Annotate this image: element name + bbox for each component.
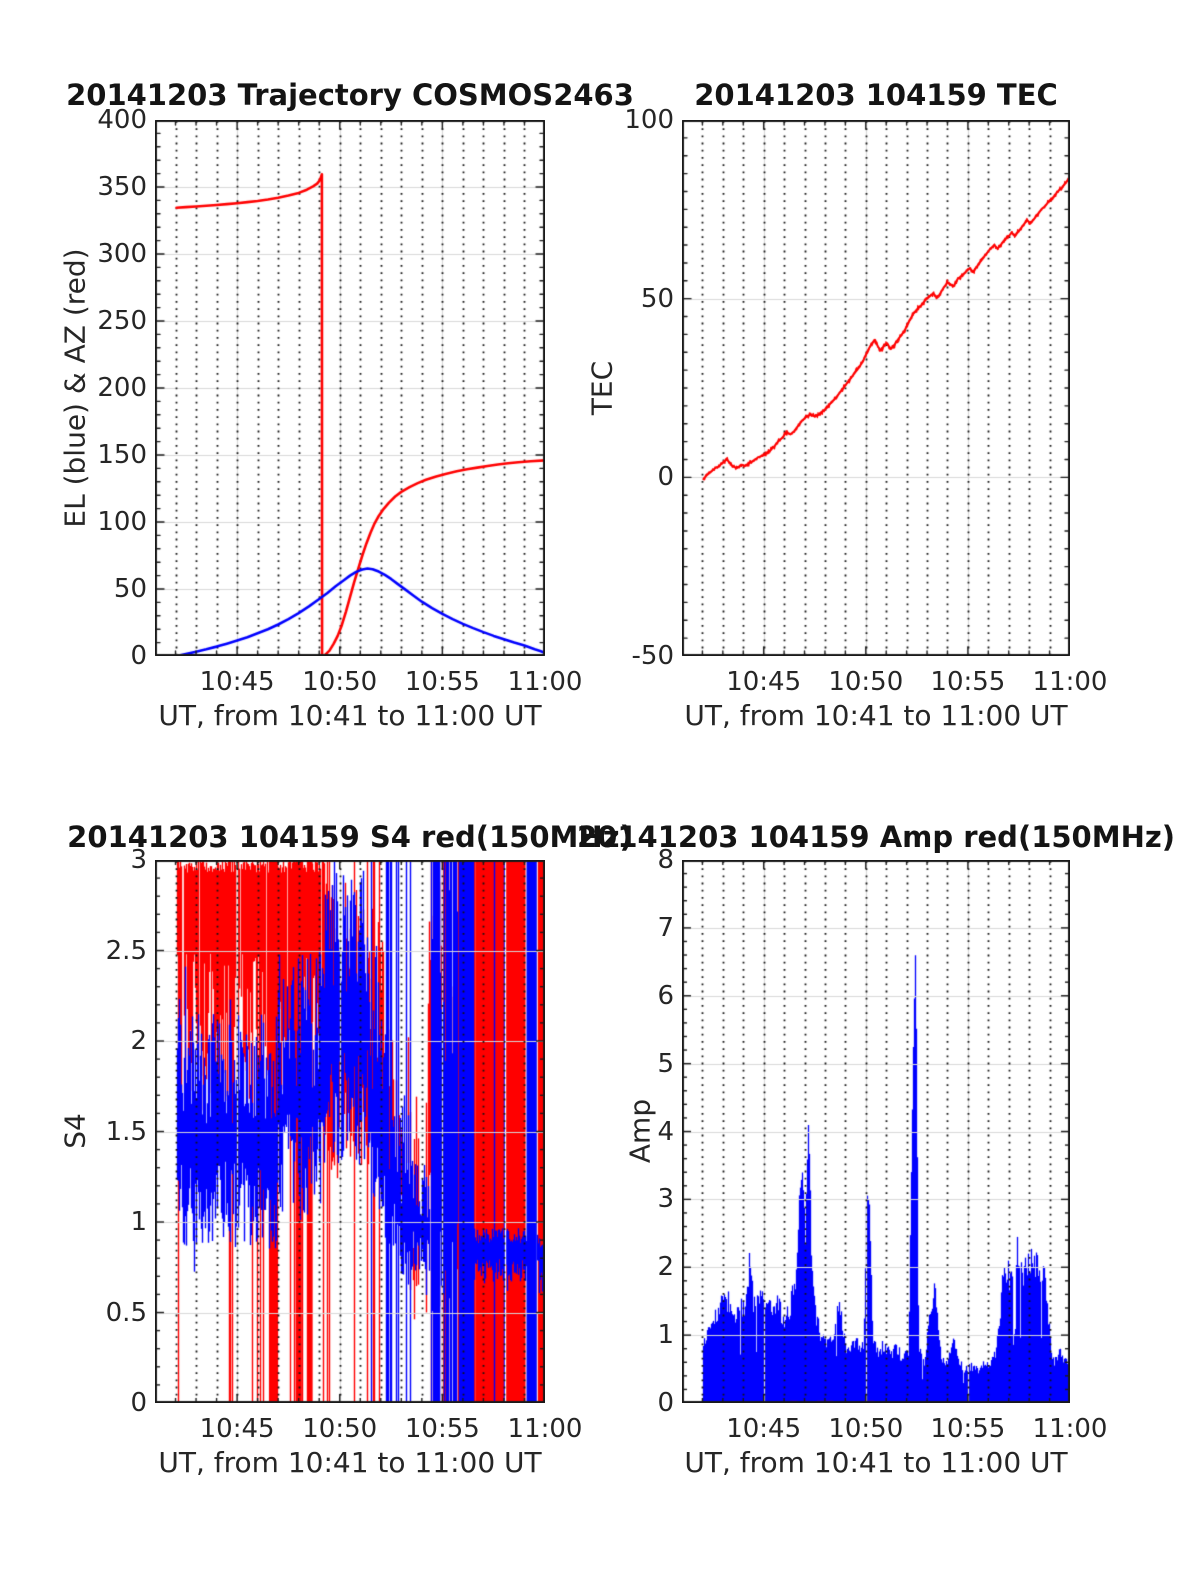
x-tick-label-traj: 10:55 bbox=[404, 667, 480, 697]
y-tick-label-s4: 0.5 bbox=[105, 1297, 147, 1328]
y-tick-label-amp: 4 bbox=[657, 1116, 674, 1147]
amp-plot-canvas bbox=[682, 860, 1070, 1403]
y-tick-label-tec: 100 bbox=[624, 105, 674, 135]
y-tick-label-s4: 1.5 bbox=[105, 1116, 147, 1147]
s4-title: 20141203 104159 S4 red(150MHz) bbox=[67, 820, 633, 854]
x-tick-label-tec: 10:55 bbox=[930, 667, 1006, 697]
y-tick-label-tec: 50 bbox=[640, 283, 674, 314]
y-tick-label-traj: 150 bbox=[97, 440, 147, 470]
x-tick-label-traj: 10:45 bbox=[199, 667, 275, 697]
y-tick-label-traj: 100 bbox=[97, 507, 147, 537]
y-tick-label-traj: 350 bbox=[97, 172, 147, 202]
y-tick-label-amp: 2 bbox=[657, 1252, 674, 1283]
x-tick-label-amp: 11:00 bbox=[1032, 1414, 1108, 1444]
s4-xlabel: UT, from 10:41 to 11:00 UT bbox=[158, 1446, 542, 1479]
y-tick-label-traj: 50 bbox=[113, 574, 147, 604]
y-tick-label-amp: 5 bbox=[657, 1048, 674, 1079]
x-tick-label-s4: 10:45 bbox=[199, 1414, 275, 1444]
y-tick-label-amp: 8 bbox=[657, 845, 674, 875]
amp-title: 20141203 104159 Amp red(150MHz) bbox=[577, 820, 1175, 854]
y-tick-label-traj: 250 bbox=[97, 306, 147, 336]
tec-title: 20141203 104159 TEC bbox=[694, 78, 1058, 112]
y-tick-label-tec: -50 bbox=[631, 641, 674, 671]
x-tick-label-amp: 10:50 bbox=[828, 1414, 904, 1444]
amp-xlabel: UT, from 10:41 to 11:00 UT bbox=[684, 1446, 1068, 1479]
x-tick-label-s4: 10:50 bbox=[302, 1414, 378, 1444]
y-tick-label-amp: 0 bbox=[657, 1388, 674, 1418]
y-tick-label-traj: 0 bbox=[130, 641, 147, 671]
y-tick-label-s4: 3 bbox=[130, 845, 147, 875]
x-tick-label-tec: 10:45 bbox=[726, 667, 802, 697]
x-tick-label-traj: 10:50 bbox=[302, 667, 378, 697]
y-tick-label-amp: 6 bbox=[657, 980, 674, 1011]
x-tick-label-tec: 10:50 bbox=[828, 667, 904, 697]
y-tick-label-s4: 2.5 bbox=[105, 935, 147, 966]
y-tick-label-traj: 300 bbox=[97, 239, 147, 269]
x-tick-label-s4: 11:00 bbox=[507, 1414, 583, 1444]
y-tick-label-traj: 200 bbox=[97, 373, 147, 403]
y-tick-label-amp: 7 bbox=[657, 912, 674, 943]
x-tick-label-amp: 10:55 bbox=[930, 1414, 1006, 1444]
trajectory-xlabel: UT, from 10:41 to 11:00 UT bbox=[158, 699, 542, 732]
y-tick-label-amp: 3 bbox=[657, 1184, 674, 1215]
x-tick-label-tec: 11:00 bbox=[1032, 667, 1108, 697]
tec-plot-canvas bbox=[682, 120, 1070, 656]
y-tick-label-s4: 0 bbox=[130, 1388, 147, 1418]
trajectory-title: 20141203 Trajectory COSMOS2463 bbox=[66, 78, 634, 112]
tec-ylabel: TEC bbox=[585, 360, 619, 416]
y-tick-label-s4: 2 bbox=[130, 1026, 147, 1056]
tec-xlabel: UT, from 10:41 to 11:00 UT bbox=[684, 699, 1068, 732]
x-tick-label-traj: 11:00 bbox=[507, 667, 583, 697]
y-tick-label-amp: 1 bbox=[657, 1320, 674, 1351]
x-tick-label-amp: 10:45 bbox=[726, 1414, 802, 1444]
y-tick-label-traj: 400 bbox=[97, 105, 147, 135]
trajectory-plot-canvas bbox=[155, 120, 545, 656]
s4-plot-canvas bbox=[155, 860, 545, 1403]
y-tick-label-tec: 0 bbox=[657, 462, 674, 493]
x-tick-label-s4: 10:55 bbox=[404, 1414, 480, 1444]
y-tick-label-s4: 1 bbox=[130, 1207, 147, 1237]
